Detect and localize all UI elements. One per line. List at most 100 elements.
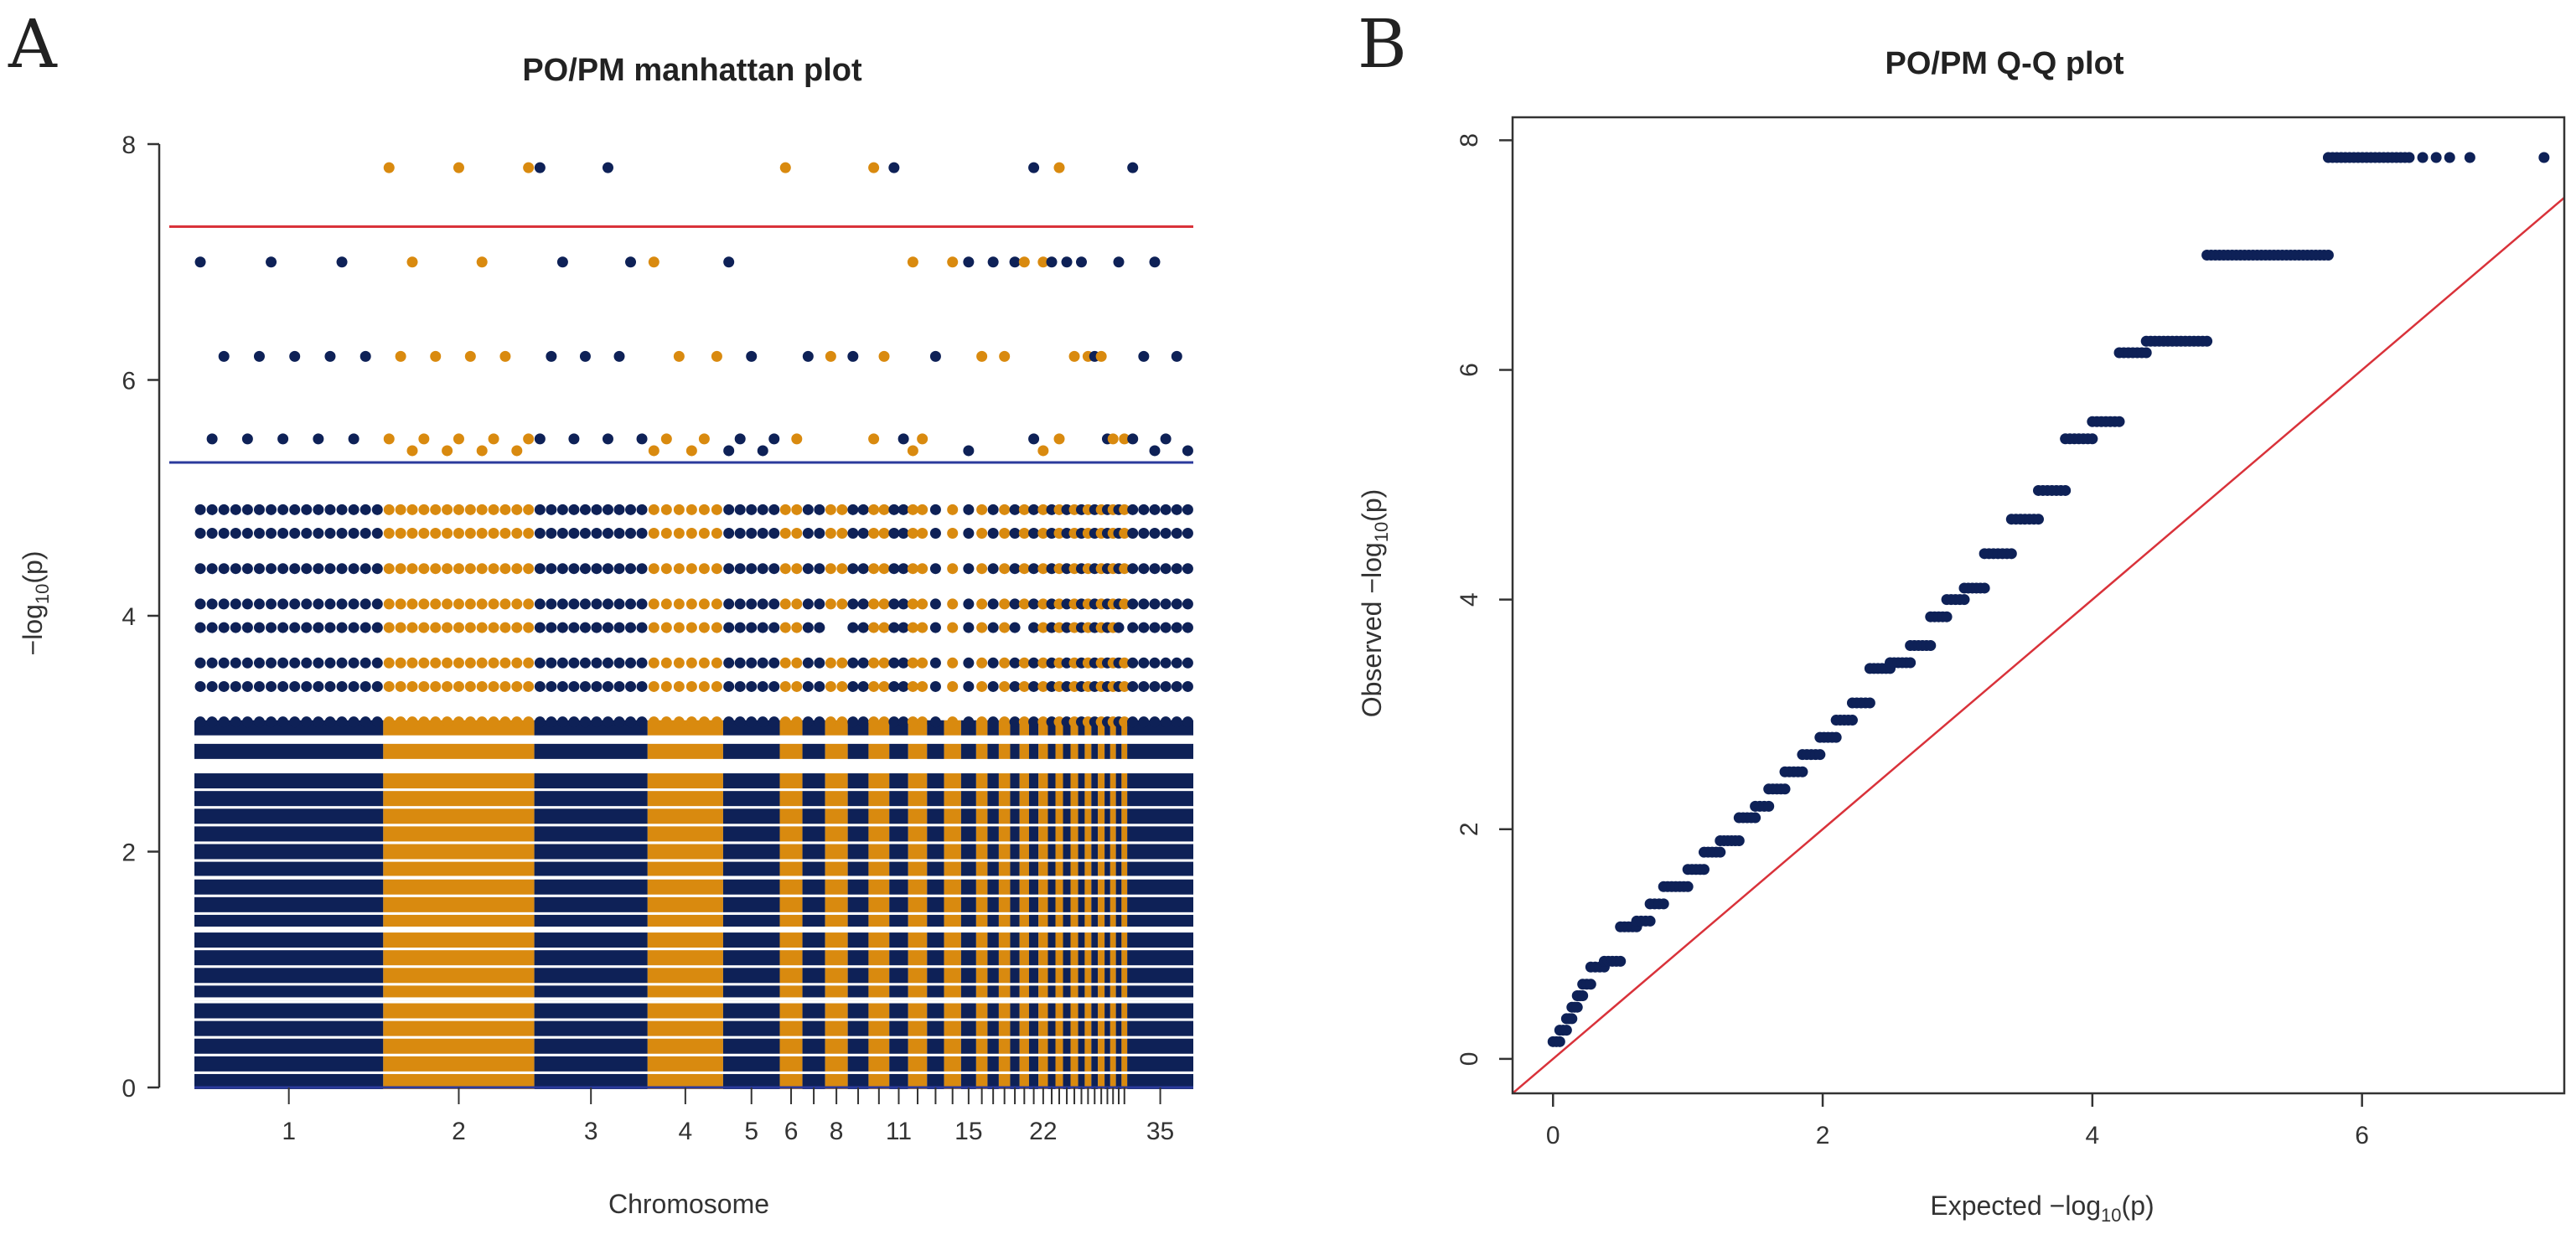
snp-band: [1063, 826, 1071, 842]
snp-point: [947, 256, 959, 268]
snp-point: [395, 716, 406, 728]
snp-band: [889, 1056, 908, 1072]
snp-band: [383, 1056, 535, 1072]
snp-point: [1182, 563, 1193, 575]
snp-point: [602, 162, 613, 173]
snp-point: [1053, 504, 1065, 515]
snp-point: [746, 504, 758, 515]
qq-point: [2033, 514, 2044, 525]
snp-point: [1028, 433, 1040, 445]
snp-point: [453, 716, 464, 728]
snp-point: [1061, 256, 1073, 268]
snp-point: [698, 657, 710, 669]
snp-band: [802, 896, 825, 912]
snp-point: [987, 598, 999, 610]
x-tick-label: 22: [1029, 1118, 1057, 1145]
x-tick-label: 5: [744, 1118, 758, 1145]
snp-band: [889, 914, 908, 930]
snp-point: [698, 433, 710, 445]
snp-band: [1084, 932, 1092, 948]
snp-point: [488, 657, 499, 669]
snp-band: [1098, 791, 1105, 807]
snp-point: [987, 563, 999, 575]
snp-band: [779, 950, 803, 966]
snp-point: [698, 716, 710, 728]
snp-band: [534, 879, 648, 895]
snp-point: [757, 680, 768, 692]
snp-band: [1084, 791, 1092, 807]
snp-band: [194, 1073, 384, 1089]
snp-band: [1055, 1056, 1063, 1072]
snp-point: [757, 657, 768, 669]
snp-point: [464, 563, 476, 575]
snp-band: [889, 950, 908, 966]
snp-band: [779, 1056, 803, 1072]
x-tick-label: 6: [2355, 1122, 2369, 1149]
snp-point: [266, 716, 277, 728]
snp-point: [430, 598, 442, 610]
snp-point: [324, 504, 336, 515]
snp-point: [556, 598, 568, 610]
snp-band: [722, 1003, 780, 1019]
qq-point: [1571, 1001, 1583, 1013]
snp-band: [998, 950, 1011, 966]
snp-band: [722, 914, 780, 930]
snp-point: [917, 680, 928, 692]
qq-y-label-prefix: Observed −log: [1357, 542, 1387, 717]
snp-point: [1061, 622, 1073, 633]
snp-band: [927, 1003, 944, 1019]
snp-point: [1053, 563, 1065, 575]
snp-point: [602, 657, 613, 669]
snp-band: [534, 844, 648, 860]
snp-point: [836, 527, 848, 539]
snp-band: [802, 1020, 825, 1036]
snp-point: [625, 716, 637, 728]
snp-point: [987, 716, 999, 728]
chromosome-34-points: [1119, 433, 1130, 1089]
snp-point: [1046, 527, 1058, 539]
snp-band: [987, 1003, 999, 1019]
snp-point: [897, 680, 909, 692]
snp-band: [1070, 950, 1079, 966]
snp-band: [722, 1073, 780, 1089]
snp-point: [847, 504, 859, 515]
snp-point: [579, 598, 591, 610]
snp-band: [1127, 861, 1193, 877]
snp-band: [960, 950, 976, 966]
snp-point: [476, 716, 488, 728]
snp-point: [1018, 527, 1030, 539]
snp-point: [277, 527, 289, 539]
snp-band: [1121, 950, 1128, 966]
snp-point: [1182, 527, 1193, 539]
snp-point: [625, 256, 637, 268]
y-tick-label: 2: [1456, 822, 1483, 836]
chromosome-18-points: [998, 350, 1011, 1089]
snp-point: [791, 433, 803, 445]
snp-band: [847, 896, 869, 912]
y-tick-label: 4: [122, 603, 136, 631]
snp-band: [534, 773, 648, 789]
snp-band: [1010, 808, 1020, 824]
snp-point: [987, 622, 999, 633]
snp-point: [1037, 716, 1049, 728]
snp-band: [889, 773, 908, 789]
snp-point: [897, 433, 909, 445]
chromosome-29-points: [1089, 350, 1100, 1089]
qq-point: [1750, 812, 1761, 824]
snp-band: [975, 879, 988, 895]
snp-band: [975, 826, 988, 842]
snp-band: [722, 879, 780, 895]
snp-band: [847, 879, 869, 895]
snp-band: [889, 861, 908, 877]
snp-point: [383, 716, 395, 728]
snp-point: [194, 563, 206, 575]
snp-point: [1119, 680, 1130, 692]
snp-point: [868, 504, 880, 515]
snp-point: [836, 563, 848, 575]
qq-point: [2403, 152, 2415, 163]
snp-point: [685, 504, 697, 515]
snp-band: [1028, 1073, 1039, 1089]
chromosome-19-points: [1009, 256, 1021, 1089]
qq-tail-point: [2464, 152, 2475, 163]
